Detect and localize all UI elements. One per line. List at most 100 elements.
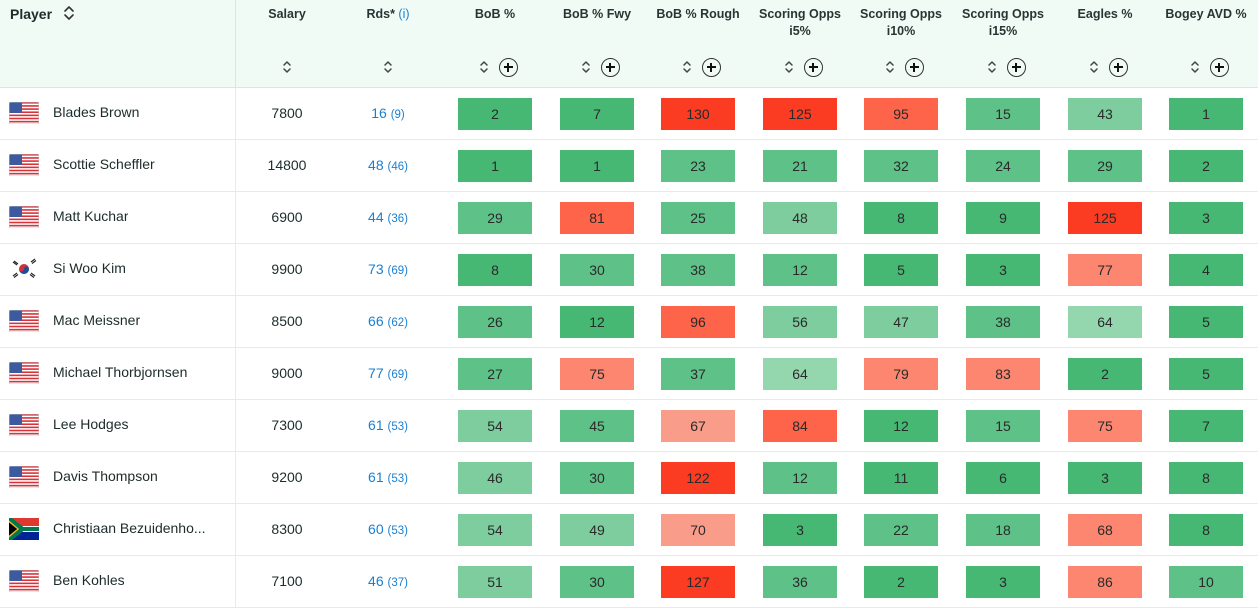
column-title: BoB % Rough <box>656 7 740 21</box>
column-title: Scoring Opps i5% <box>759 7 841 38</box>
player-name[interactable]: Si Woo Kim <box>53 260 126 276</box>
table-row[interactable]: Ben Kohles 7100 46 (37) 51 30 127 36 2 3 86 10 <box>0 556 1258 608</box>
column-header-so_i10[interactable]: Scoring Opps i10% <box>851 0 951 88</box>
metric-cell-bob_rough: 37 <box>661 358 735 390</box>
player-cell[interactable]: Ben Kohles <box>0 556 236 607</box>
column-header-label: Rds* (i) <box>338 6 438 23</box>
table-row[interactable]: Matt Kuchar 6900 44 (36) 29 81 25 48 8 9 125 3 <box>0 192 1258 244</box>
table-row[interactable]: Blades Brown 7800 16 (9) 2 7 130 125 95 15 43 1 <box>0 88 1258 140</box>
rounds-link[interactable]: 66 (62) <box>338 313 438 329</box>
player-name[interactable]: Scottie Scheffler <box>53 156 155 172</box>
column-header-salary[interactable]: Salary <box>237 0 337 88</box>
sort-icon[interactable] <box>987 59 997 75</box>
column-controls <box>1055 57 1155 79</box>
player-cell[interactable]: Matt Kuchar <box>0 192 236 243</box>
sort-icon[interactable] <box>1089 59 1099 75</box>
rounds-value: 61 <box>368 417 384 433</box>
column-controls <box>750 57 850 79</box>
table-row[interactable]: Michael Thorbjornsen 9000 77 (69) 27 75 37 64 7… <box>0 348 1258 400</box>
add-column-icon[interactable] <box>1007 58 1026 77</box>
rounds-link[interactable]: 16 (9) <box>338 105 438 121</box>
add-column-icon[interactable] <box>601 58 620 77</box>
info-icon[interactable]: (i) <box>398 7 410 21</box>
metric-cell-eagles: 43 <box>1068 98 1142 130</box>
sort-icon[interactable] <box>282 59 292 75</box>
add-column-icon[interactable] <box>905 58 924 77</box>
metric-cell-so_i5: 21 <box>763 150 837 182</box>
column-controls <box>648 57 748 79</box>
table-row[interactable]: Scottie Scheffler 14800 48 (46) 1 1 23 21 32 24 2… <box>0 140 1258 192</box>
player-name[interactable]: Christiaan Bezuidenho... <box>53 520 206 536</box>
column-header-rds[interactable]: Rds* (i) <box>338 0 438 88</box>
player-name[interactable]: Lee Hodges <box>53 416 129 432</box>
rounds-value: 16 <box>371 105 387 121</box>
sort-icon[interactable] <box>479 59 489 75</box>
column-header-eagles[interactable]: Eagles % <box>1055 0 1155 88</box>
column-header-label: Scoring Opps i10% <box>851 6 951 40</box>
player-cell[interactable]: Si Woo Kim <box>0 244 236 295</box>
rounds-link[interactable]: 61 (53) <box>338 417 438 433</box>
sort-icon[interactable] <box>885 59 895 75</box>
metric-cell-eagles: 75 <box>1068 410 1142 442</box>
column-header-label: Eagles % <box>1055 6 1155 23</box>
sort-icon[interactable] <box>784 59 794 75</box>
player-cell[interactable]: Blades Brown <box>0 88 236 139</box>
player-cell[interactable]: Mac Meissner <box>0 296 236 347</box>
rounds-link[interactable]: 73 (69) <box>338 261 438 277</box>
sort-icon[interactable] <box>1190 59 1200 75</box>
rounds-link[interactable]: 60 (53) <box>338 521 438 537</box>
rounds-link[interactable]: 46 (37) <box>338 573 438 589</box>
metric-cell-bob: 8 <box>458 254 532 286</box>
add-column-icon[interactable] <box>702 58 721 77</box>
player-cell[interactable]: Michael Thorbjornsen <box>0 348 236 399</box>
salary-value: 8300 <box>271 521 303 537</box>
rounds-link[interactable]: 48 (46) <box>338 157 438 173</box>
sort-icon[interactable] <box>62 4 76 22</box>
player-name[interactable]: Michael Thorbjornsen <box>53 364 188 380</box>
column-title: Scoring Opps i15% <box>962 7 1044 38</box>
metric-cell-so_i10: 95 <box>864 98 938 130</box>
table-row[interactable]: Christiaan Bezuidenho... 8300 60 (53) 54 49 7… <box>0 504 1258 556</box>
player-name[interactable]: Blades Brown <box>53 104 140 120</box>
table-row[interactable]: Lee Hodges 7300 61 (53) 54 45 67 84 12 15 75 7 <box>0 400 1258 452</box>
column-header-bob[interactable]: BoB % <box>445 0 545 88</box>
sort-icon[interactable] <box>383 59 393 75</box>
table-row[interactable]: Si Woo Kim 9900 73 (69) 8 30 38 12 5 3 77 4 <box>0 244 1258 296</box>
sort-icon[interactable] <box>581 59 591 75</box>
player-name[interactable]: Ben Kohles <box>53 572 125 588</box>
metric-cell-bob: 51 <box>458 566 532 598</box>
player-column-header[interactable]: Player <box>0 0 236 88</box>
player-cell[interactable]: Scottie Scheffler <box>0 140 236 191</box>
add-column-icon[interactable] <box>1109 58 1128 77</box>
column-header-label: BoB % Rough <box>648 6 748 23</box>
player-cell[interactable]: Davis Thompson <box>0 452 236 503</box>
table-row[interactable]: Mac Meissner 8500 66 (62) 26 12 96 56 47 38 64 5 <box>0 296 1258 348</box>
sort-icon[interactable] <box>682 59 692 75</box>
rounds-link[interactable]: 77 (69) <box>338 365 438 381</box>
metric-cell-so_i10: 12 <box>864 410 938 442</box>
salary-value: 9000 <box>271 365 303 381</box>
column-header-so_i15[interactable]: Scoring Opps i15% <box>953 0 1053 88</box>
column-header-so_i5[interactable]: Scoring Opps i5% <box>750 0 850 88</box>
column-title: BoB % Fwy <box>562 7 632 21</box>
metric-cell-bob_rough: 23 <box>661 150 735 182</box>
metric-cell-bob: 29 <box>458 202 532 234</box>
metric-cell-so_i5: 12 <box>763 462 837 494</box>
table-row[interactable]: Davis Thompson 9200 61 (53) 46 30 122 12 11 6 3 8 <box>0 452 1258 504</box>
add-column-icon[interactable] <box>499 58 518 77</box>
player-name[interactable]: Davis Thompson <box>53 468 158 484</box>
rounds-link[interactable]: 44 (36) <box>338 209 438 225</box>
rounds-value: 66 <box>368 313 384 329</box>
rounds-link[interactable]: 61 (53) <box>338 469 438 485</box>
column-header-bob_rough[interactable]: BoB % Rough <box>648 0 748 88</box>
column-header-bogey_avd[interactable]: Bogey AVD % <box>1156 0 1256 88</box>
player-name[interactable]: Matt Kuchar <box>53 208 129 224</box>
add-column-icon[interactable] <box>804 58 823 77</box>
metric-cell-bob_rough: 70 <box>661 514 735 546</box>
player-cell[interactable]: Lee Hodges <box>0 400 236 451</box>
player-name[interactable]: Mac Meissner <box>53 312 141 328</box>
column-header-bob_fwy[interactable]: BoB % Fwy <box>547 0 647 88</box>
player-cell[interactable]: Christiaan Bezuidenho... <box>0 504 236 555</box>
add-column-icon[interactable] <box>1210 58 1229 77</box>
